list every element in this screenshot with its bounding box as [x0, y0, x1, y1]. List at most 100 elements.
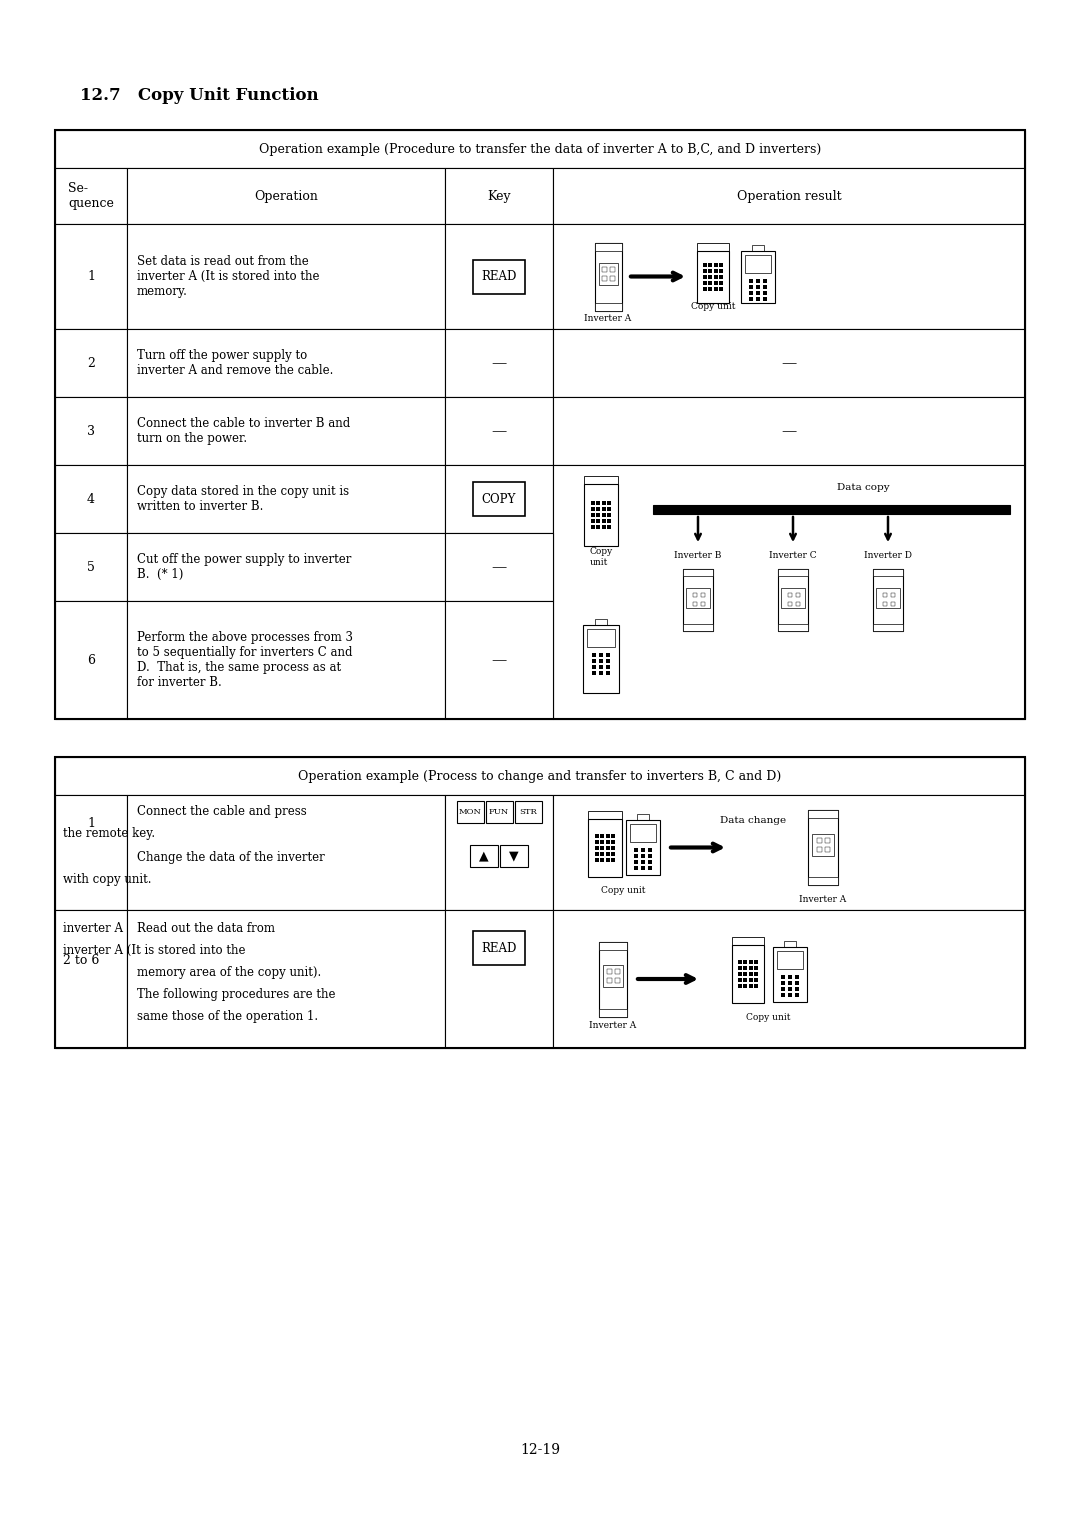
Bar — [595, 857, 598, 862]
Bar — [642, 848, 645, 853]
Bar — [127, 329, 445, 397]
Bar — [708, 287, 712, 290]
Bar — [610, 266, 615, 272]
Text: Copy
unit: Copy unit — [590, 547, 612, 567]
Bar — [743, 960, 747, 964]
Text: Copy unit: Copy unit — [691, 303, 735, 312]
Bar — [795, 981, 799, 984]
Bar — [743, 966, 747, 970]
Bar — [762, 296, 767, 301]
Bar — [596, 526, 600, 529]
Bar — [719, 269, 724, 272]
Bar — [683, 568, 713, 631]
Bar — [701, 602, 705, 607]
Bar — [784, 941, 796, 946]
Bar — [127, 168, 445, 225]
Bar — [883, 593, 887, 597]
Bar — [788, 975, 792, 978]
Bar — [588, 630, 615, 646]
Text: 5: 5 — [87, 561, 95, 573]
Bar — [486, 801, 513, 824]
Bar — [748, 972, 753, 976]
Bar — [55, 756, 1025, 1048]
Text: Data copy: Data copy — [837, 483, 889, 492]
Text: Inverter C: Inverter C — [769, 550, 816, 559]
Bar — [596, 501, 600, 504]
Bar — [553, 465, 1025, 720]
Bar — [808, 877, 838, 885]
Text: 6: 6 — [87, 654, 95, 666]
Bar — [445, 329, 553, 397]
Bar — [748, 966, 753, 970]
Bar — [697, 251, 729, 303]
Bar — [754, 966, 758, 970]
Bar — [611, 851, 616, 856]
Bar — [127, 601, 445, 720]
Bar — [55, 397, 127, 465]
Text: READ: READ — [482, 270, 516, 283]
Bar — [553, 329, 1025, 397]
Bar — [648, 860, 652, 863]
Text: 3: 3 — [87, 425, 95, 437]
Text: Copy unit: Copy unit — [600, 886, 645, 895]
Bar — [583, 625, 619, 694]
Bar — [470, 845, 498, 866]
Bar — [55, 130, 1025, 720]
Bar — [445, 795, 553, 911]
Bar — [607, 501, 611, 504]
Bar — [816, 847, 822, 851]
Bar — [788, 993, 792, 996]
Text: ▲: ▲ — [480, 850, 489, 862]
Text: ▼: ▼ — [509, 850, 518, 862]
Bar — [553, 168, 1025, 225]
Bar — [607, 526, 611, 529]
Bar — [611, 857, 616, 862]
Text: memory area of the copy unit).: memory area of the copy unit). — [137, 966, 321, 978]
Bar — [756, 290, 760, 295]
Bar — [714, 275, 718, 278]
Text: Inverter D: Inverter D — [864, 550, 912, 559]
Bar — [602, 266, 607, 272]
Bar — [606, 833, 610, 837]
Bar — [500, 845, 528, 866]
Bar — [626, 821, 660, 876]
Bar — [55, 756, 1025, 795]
Bar — [642, 854, 645, 859]
Bar — [743, 972, 747, 976]
Bar — [738, 978, 742, 983]
Bar — [606, 857, 610, 862]
Text: inverter A (It is stored into the: inverter A (It is stored into the — [63, 943, 245, 957]
Bar — [714, 263, 718, 266]
Bar — [607, 969, 612, 973]
Bar — [876, 588, 900, 608]
Bar — [634, 860, 638, 863]
Bar — [738, 966, 742, 970]
Bar — [599, 1008, 627, 1016]
Text: MON: MON — [459, 808, 482, 816]
Bar — [708, 281, 712, 284]
Bar — [55, 601, 127, 720]
Bar — [553, 911, 1025, 1048]
Bar — [600, 833, 604, 837]
Bar — [743, 978, 747, 983]
Bar — [602, 513, 606, 516]
Bar — [599, 671, 603, 675]
Bar — [445, 225, 553, 329]
Bar — [606, 665, 610, 669]
Bar — [603, 966, 623, 987]
Bar — [697, 243, 729, 251]
Text: COPY: COPY — [482, 492, 516, 506]
Bar — [748, 978, 753, 983]
Bar — [719, 281, 724, 284]
Bar — [714, 281, 718, 284]
Bar — [883, 602, 887, 607]
Bar — [762, 278, 767, 283]
Bar — [55, 911, 127, 1048]
Bar — [873, 568, 903, 576]
Text: Connect the cable to inverter B and
turn on the power.: Connect the cable to inverter B and turn… — [137, 417, 350, 445]
Bar — [584, 477, 618, 484]
Bar — [596, 507, 600, 510]
Bar — [634, 854, 638, 859]
Bar — [642, 866, 645, 869]
Bar — [703, 287, 706, 290]
